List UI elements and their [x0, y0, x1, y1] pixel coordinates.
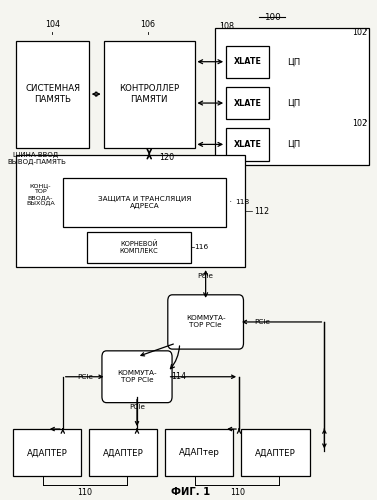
Bar	[226, 87, 269, 119]
Text: PCIe: PCIe	[198, 273, 214, 279]
Bar	[226, 128, 269, 160]
Text: XLATE: XLATE	[233, 140, 261, 149]
Text: ШИНА ВВОД-
ВЫВОД-ПАМЯТЬ: ШИНА ВВОД- ВЫВОД-ПАМЯТЬ	[8, 152, 66, 166]
Text: КОНТРОЛЛЕР
ПАМЯТИ: КОНТРОЛЛЕР ПАМЯТИ	[119, 84, 179, 104]
Text: 114: 114	[171, 372, 186, 381]
Text: КОММУТА-
ТОР PCIe: КОММУТА- ТОР PCIe	[186, 316, 225, 328]
Text: АДАПТЕР: АДАПТЕР	[103, 448, 144, 457]
Bar	[226, 46, 269, 78]
Text: 110: 110	[230, 488, 245, 497]
Text: ЦП: ЦП	[287, 98, 300, 108]
Bar	[165, 429, 233, 476]
Bar	[87, 232, 191, 263]
Text: XLATE: XLATE	[233, 98, 261, 108]
Text: ЦП: ЦП	[287, 57, 300, 66]
FancyBboxPatch shape	[168, 295, 244, 349]
Bar	[89, 429, 158, 476]
Text: КОММУТА-
ТОР PCIe: КОММУТА- ТОР PCIe	[117, 370, 157, 383]
Bar	[13, 429, 81, 476]
Text: 112: 112	[254, 206, 269, 216]
Bar	[215, 28, 369, 165]
Text: АДАПТЕР: АДАПТЕР	[255, 448, 296, 457]
Text: 116: 116	[195, 244, 208, 250]
Text: АДАПТЕР: АДАПТЕР	[27, 448, 67, 457]
Text: 108: 108	[219, 22, 234, 30]
Bar	[63, 178, 226, 228]
Bar	[17, 40, 89, 148]
Text: 110: 110	[78, 488, 93, 497]
Text: PCIe: PCIe	[254, 319, 270, 325]
Text: АДАПтер: АДАПтер	[179, 448, 219, 457]
Text: ЗАЩИТА И ТРАНСЛЯЦИЯ
АДРЕСА: ЗАЩИТА И ТРАНСЛЯЦИЯ АДРЕСА	[98, 196, 191, 209]
Text: 104: 104	[45, 20, 60, 29]
Text: ЦП: ЦП	[287, 140, 300, 149]
Text: ФИГ. 1: ФИГ. 1	[171, 488, 210, 498]
Text: 100: 100	[264, 13, 281, 22]
Text: 118: 118	[235, 200, 250, 205]
Text: PCIe: PCIe	[129, 404, 145, 410]
Bar	[104, 40, 195, 148]
Text: КОРНЕВОЙ
КОМПЛЕКС: КОРНЕВОЙ КОМПЛЕКС	[120, 240, 158, 254]
Text: 102: 102	[352, 28, 367, 37]
Text: 102: 102	[352, 119, 367, 128]
Text: КОНЦ-
ТОР
ВВОДА-
ВЫХОДА: КОНЦ- ТОР ВВОДА- ВЫХОДА	[26, 183, 55, 206]
Text: XLATE: XLATE	[233, 57, 261, 66]
Text: 106: 106	[141, 20, 156, 29]
FancyBboxPatch shape	[102, 351, 172, 403]
Bar	[241, 429, 310, 476]
Text: СИСТЕМНАЯ
ПАМЯТЬ: СИСТЕМНАЯ ПАМЯТЬ	[25, 84, 80, 104]
Text: PCIe: PCIe	[77, 374, 93, 380]
Text: 120: 120	[159, 152, 175, 162]
Bar	[17, 155, 245, 267]
